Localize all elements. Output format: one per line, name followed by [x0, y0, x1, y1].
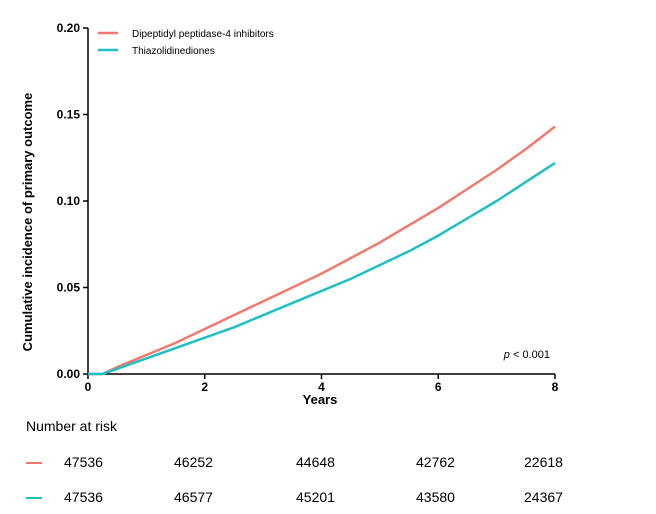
- x-tick-label: 8: [552, 380, 559, 394]
- risk-row-swatch: [26, 462, 42, 464]
- p-value-italic: p: [503, 349, 510, 361]
- chart: 0.00 0.05 0.10 0.15 0.20 0 2 4 6 8 Years Cumulat…: [20, 21, 559, 407]
- risk-count: 46577: [174, 489, 213, 505]
- y-tick-label: 0.10: [57, 194, 81, 208]
- p-value-text: < 0.001: [510, 349, 550, 361]
- x-axis-title: Years: [303, 392, 338, 407]
- x-tick-label: 6: [435, 380, 442, 394]
- x-axis-ticks: 0 2 4 6 8: [85, 374, 559, 394]
- risk-count: 42762: [416, 454, 455, 470]
- risk-count: 24367: [524, 489, 563, 505]
- risk-count: 47536: [64, 489, 103, 505]
- legend-label-0: Dipeptidyl peptidase-4 inhibitors: [132, 29, 274, 40]
- risk-row-dpp4: 47536 46252 44648 42762 22618: [0, 453, 656, 473]
- y-tick-label: 0.00: [57, 367, 81, 381]
- risk-count: 46252: [174, 454, 213, 470]
- x-tick-label: 0: [85, 380, 92, 394]
- y-tick-label: 0.20: [57, 21, 81, 35]
- y-tick-label: 0.05: [57, 281, 81, 295]
- y-tick-label: 0.15: [57, 108, 81, 122]
- legend: Dipeptidyl peptidase-4 inhibitors Thiazo…: [98, 29, 274, 57]
- risk-count: 47536: [64, 454, 103, 470]
- y-axis-title: Cumulative incidence of primary outcome: [20, 93, 35, 352]
- risk-table-title: Number at risk: [26, 418, 118, 434]
- legend-label-1: Thiazolidinediones: [132, 46, 215, 57]
- risk-row-tzd: 47536 46577 45201 43580 24367: [0, 488, 656, 508]
- risk-count: 44648: [296, 454, 335, 470]
- y-axis-ticks: 0.00 0.05 0.10 0.15 0.20: [57, 21, 88, 381]
- risk-count: 43580: [416, 489, 455, 505]
- risk-count: 22618: [524, 454, 563, 470]
- risk-row-swatch: [26, 497, 42, 499]
- x-tick-label: 4: [318, 380, 325, 394]
- x-tick-label: 2: [201, 380, 208, 394]
- series-lines: [88, 125, 556, 376]
- series-line-1: [88, 161, 556, 376]
- series-line-0: [88, 125, 556, 376]
- p-value-annotation: p < 0.001: [503, 349, 550, 361]
- risk-count: 45201: [296, 489, 335, 505]
